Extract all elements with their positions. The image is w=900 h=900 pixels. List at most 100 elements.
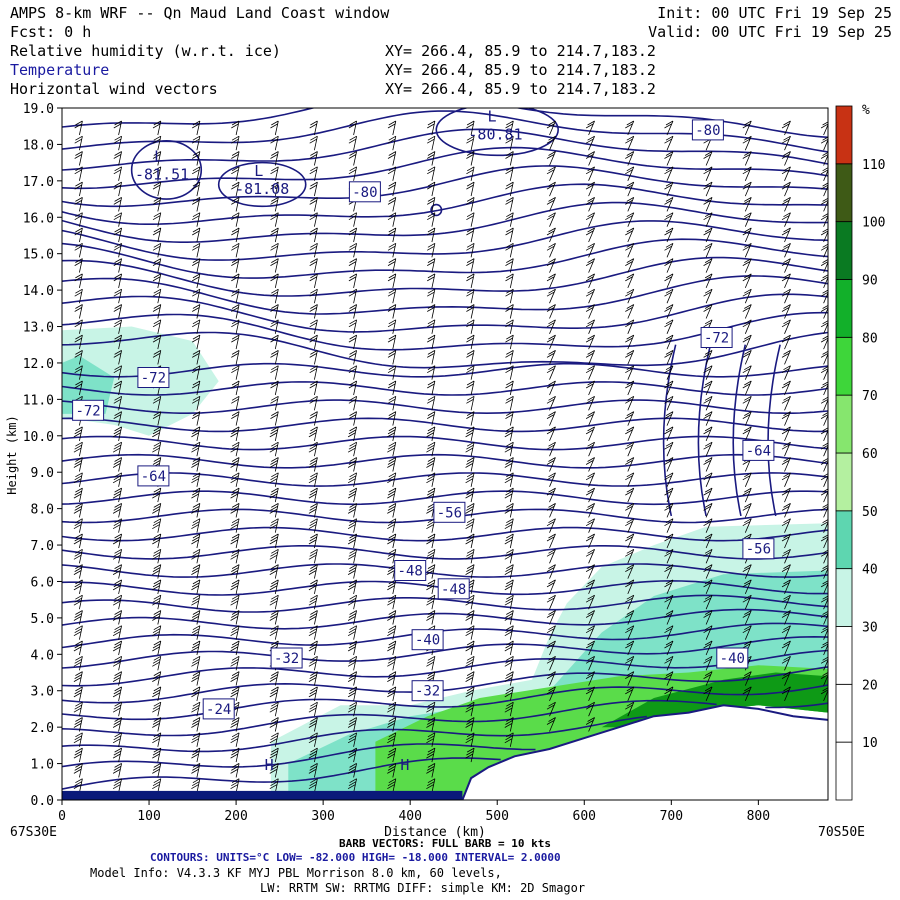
wind-barb [664,655,674,671]
contour-label: -32 [415,684,440,700]
wind-barb [585,365,595,380]
wind-barb [703,212,713,227]
wind-barb [348,380,357,396]
wind-barb [308,441,318,457]
wind-barb [466,227,475,243]
right-location: 70S50E [818,825,865,840]
wind-barb [427,273,436,288]
contour-label: -24 [206,702,231,718]
wind-barb [387,380,397,396]
wind-barb [152,242,162,258]
colorbar-swatch [835,163,853,223]
wind-barb [73,625,83,640]
wind-barb [504,701,514,717]
wind-barb [585,334,595,350]
wind-barb [73,747,83,763]
wind-barb [546,212,556,227]
colorbar-label: 110 [862,158,885,173]
x-tick-label: 400 [398,809,421,824]
wind-barb [505,197,514,212]
wind-barb [347,686,357,701]
wind-barb [466,319,475,334]
wind-barb [230,503,240,518]
wind-barb [625,197,635,212]
valid-time: Valid: 00 UTC Fri 19 Sep 25 [648,23,892,41]
wind-barb [270,365,279,380]
wind-barb [112,503,122,518]
colorbar-label: 10 [862,736,878,751]
wind-barb [309,350,318,365]
wind-barb [504,671,514,686]
wind-barb [585,426,595,442]
wind-barb [231,411,240,426]
wind-barb [703,411,713,426]
wind-barb [347,763,357,778]
contour-label-box [411,629,444,651]
wind-barb [625,350,635,365]
wind-barb [585,671,595,686]
wind-barb [73,533,83,549]
wind-barb [387,350,397,365]
contour-label: -56 [746,542,771,558]
temperature-contour [62,201,828,243]
wind-barb [546,258,556,273]
wind-barb [427,365,436,380]
wind-barb [781,166,791,181]
wind-barb [585,701,595,717]
wind-barb [74,197,83,212]
temperature-contour [62,381,828,396]
wind-barb [585,166,595,181]
wind-barb [820,121,828,136]
x-tick-label: 600 [573,809,596,824]
temperature-contour [62,635,828,669]
wind-barb [781,533,791,549]
wind-barb [546,640,556,656]
wind-barb [191,671,201,686]
wind-barb [820,565,828,579]
wind-barb [152,197,162,212]
wind-barb [112,579,122,594]
wind-barb [742,564,752,579]
temperature-contour [62,238,828,279]
temperature-contour-closed [217,161,307,208]
contour-label-box [137,465,170,487]
wind-barb [152,457,162,472]
wind-barb [505,319,514,334]
wind-barb [546,426,556,442]
wind-barb [820,167,828,181]
surface-strip [62,790,463,800]
temperature-contour [62,256,828,297]
terrain-fill [462,705,828,800]
wind-barb [192,411,201,426]
wind-barb [664,441,674,457]
wind-barb [152,564,162,579]
wind-barb [504,426,514,441]
y-tick-label: 1.0 [31,758,54,773]
wind-barb [387,548,397,564]
wind-barb [820,687,828,702]
wind-barb [230,426,240,441]
wind-barb [74,304,83,319]
wind-barb [113,334,122,350]
wind-barb [703,166,713,181]
temperature-contour [62,128,828,171]
wind-barb [781,625,791,640]
wind-barb [231,197,240,212]
wind-barb [742,273,752,289]
wind-barb [703,625,713,640]
wind-barb [546,503,556,518]
wind-barb [427,380,436,396]
wind-barb [546,227,556,243]
rh-region-lower-dark [601,672,828,728]
temperature-contour [62,545,828,560]
wind-barb [73,610,83,625]
colorbar-swatch [835,336,853,396]
wind-barb [504,655,514,671]
wind-barb [152,426,162,441]
wind-barb [427,135,436,151]
wind-barb [664,288,674,304]
wind-barb [192,365,201,380]
wind-barb [191,533,201,549]
contour-labels: -80 -80 -72 -72 -72 -64 -64 -56 -56 -48 -48 -40 -40 -… [72,108,775,774]
colorbar-swatch [835,510,853,569]
